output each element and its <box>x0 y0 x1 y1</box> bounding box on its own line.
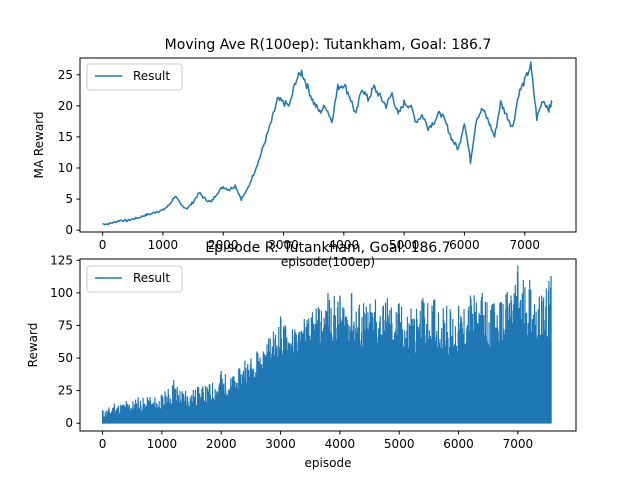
legend: Result <box>86 63 183 91</box>
x-axis-label: episode <box>305 456 352 470</box>
x-tick-label: 7000 <box>509 238 540 252</box>
y-tick-label: 25 <box>58 68 73 82</box>
y-tick-label: 15 <box>58 130 73 144</box>
y-tick-label: 25 <box>58 384 73 398</box>
legend-box <box>86 265 183 293</box>
moving-average-chart: 0 1000 2000 3000 4000 5000 6000 7000 0 5 10 15 20 25… <box>32 37 577 269</box>
plot-frame <box>79 57 577 233</box>
x-tick-label: 5000 <box>384 437 415 451</box>
y-tick-label: 20 <box>58 99 73 113</box>
x-tick-label: 3000 <box>265 437 296 451</box>
y-axis-ticks: 0 5 10 15 20 25 <box>58 68 80 237</box>
x-axis-label: episode(100ep) <box>281 255 375 269</box>
y-tick-label: 100 <box>50 286 73 300</box>
y-tick-label: 75 <box>58 318 73 332</box>
y-tick-label: 125 <box>50 253 73 267</box>
x-tick-label: 6000 <box>449 238 480 252</box>
x-tick-label: 3000 <box>268 238 299 252</box>
series-spikes-result <box>101 265 552 424</box>
legend: Result <box>86 265 183 293</box>
x-tick-label: 5000 <box>389 238 420 252</box>
y-tick-label: 0 <box>65 416 73 430</box>
y-axis-label: MA Reward <box>32 111 46 178</box>
y-tick-label: 5 <box>65 192 73 206</box>
plot-frame <box>79 258 577 432</box>
x-tick-label: 0 <box>99 437 107 451</box>
x-tick-label: 2000 <box>208 238 239 252</box>
x-tick-label: 0 <box>99 238 107 252</box>
x-axis-ticks: 0 1000 2000 3000 4000 5000 6000 7000 <box>99 431 533 451</box>
y-axis-ticks: 0 25 50 75 100 125 <box>50 253 80 430</box>
episode-reward-chart: 0 1000 2000 3000 4000 5000 6000 7000 0255075100… <box>26 240 577 470</box>
legend-entry: Result <box>133 69 170 83</box>
y-tick-label: 0 <box>65 223 73 237</box>
legend-box <box>86 63 183 91</box>
x-tick-label: 4000 <box>329 238 360 252</box>
x-tick-label: 1000 <box>148 238 179 252</box>
chart-title: Episode R: Tutankham, Goal: 186.7 <box>205 240 450 256</box>
y-tick-label: 10 <box>58 161 73 175</box>
x-tick-label: 2000 <box>206 437 237 451</box>
x-tick-label: 7000 <box>503 437 534 451</box>
legend-entry: Result <box>133 271 170 285</box>
moving-average-series <box>102 61 553 226</box>
x-tick-label: 1000 <box>147 437 178 451</box>
x-axis-ticks: 0 1000 2000 3000 4000 5000 6000 7000 <box>99 232 540 252</box>
y-tick-label: 50 <box>58 351 73 365</box>
y-axis-label: Reward <box>26 323 40 368</box>
episode-reward-series <box>101 265 552 424</box>
x-tick-label: 6000 <box>443 437 474 451</box>
x-tick-label: 4000 <box>325 437 356 451</box>
series-line-result <box>102 61 553 226</box>
chart-title: Moving Ave R(100ep): Tutankham, Goal: 18… <box>165 37 492 53</box>
